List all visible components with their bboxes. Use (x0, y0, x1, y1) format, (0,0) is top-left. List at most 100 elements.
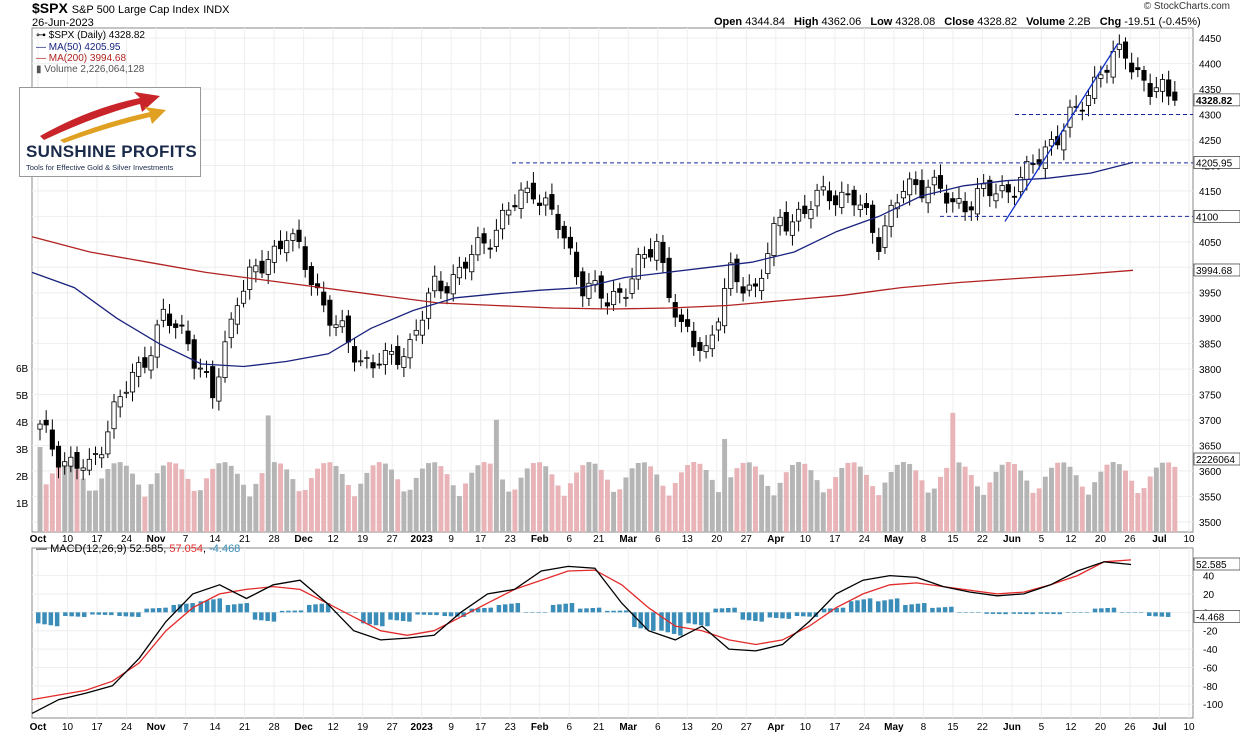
candle-body (635, 254, 641, 280)
volume-bar (86, 490, 92, 532)
volume-bar (99, 478, 105, 532)
volume-bar (191, 490, 197, 532)
candle-body (672, 302, 678, 318)
candle-body (740, 286, 746, 294)
symbol: $SPX (32, 0, 68, 16)
volume-bar (672, 483, 678, 532)
macd-histogram-bar (204, 600, 210, 613)
macd-line (31, 561, 1132, 714)
price-tag-box (1193, 263, 1240, 277)
macd-legend: — MACD(12,26,9) 52.585, 57.054, -4.468 (36, 543, 241, 555)
candle-body (734, 258, 740, 283)
macd-histogram-bar (638, 612, 643, 629)
candle-body (1166, 79, 1172, 97)
macd-histogram-bar (482, 608, 487, 613)
legend-ma50: — MA(50) 4205.95 (36, 42, 121, 53)
y-tick-label: 3550 (1199, 492, 1222, 503)
candle-body (253, 265, 259, 273)
volume-value: 2.2B (1068, 16, 1091, 28)
volume-bar (981, 494, 987, 532)
volume-bar (678, 472, 684, 532)
candle-body (913, 179, 919, 186)
macd-histogram-bar (427, 612, 433, 615)
volume-bar (123, 465, 129, 532)
candle-body (1129, 62, 1135, 73)
macd-histogram-bar (794, 612, 800, 616)
macd-histogram-bar (617, 610, 623, 613)
candle-body (876, 237, 882, 252)
macd-histogram-bar (475, 608, 481, 613)
candle-body (407, 339, 413, 359)
candle-body (438, 280, 444, 292)
volume-bar (968, 475, 974, 532)
volume-bar (975, 486, 980, 532)
candle-body (518, 189, 524, 209)
candle-body (1079, 109, 1085, 112)
volume-bar (999, 464, 1005, 532)
candle-body (907, 178, 913, 196)
x-tick-label: May (884, 534, 904, 545)
macd-histogram-bar (957, 612, 962, 613)
volume-bar (660, 485, 666, 532)
macd-value: 52.585 (129, 543, 164, 555)
x-tick-label: 17 (829, 534, 841, 545)
candle-body (222, 341, 228, 378)
price-tag-box (1193, 452, 1240, 466)
candle-body (37, 423, 43, 430)
candle-body (1067, 106, 1073, 128)
sunshine-profits-logo: SUNSHINE PROFITS Tools for Effective Gol… (19, 87, 201, 177)
candle-body (1018, 176, 1024, 193)
macd-x-tick-label: May (884, 722, 904, 733)
candle-body (1098, 74, 1104, 79)
volume-bar (1116, 464, 1122, 532)
volume-bar (364, 472, 370, 532)
macd-histogram-bar (922, 603, 927, 613)
macd-histogram-bar (1084, 612, 1090, 613)
candle-body (863, 203, 870, 209)
macd-histogram-bar (536, 612, 541, 613)
volume-bar (530, 463, 536, 532)
macd-histogram-bar (984, 612, 989, 614)
macd-histogram-bar (325, 603, 331, 613)
volume-bar (74, 469, 80, 532)
price-tag-box (1193, 156, 1240, 169)
price-tag-box (1193, 93, 1240, 107)
ma200-line (31, 236, 1134, 310)
macd-x-tick-label: Oct (30, 722, 47, 733)
volume-bar (629, 468, 635, 532)
candle-body (549, 194, 555, 210)
x-tick-label: 19 (357, 534, 369, 545)
macd-x-tick-label: 7 (183, 722, 189, 733)
volume-bar (493, 419, 499, 532)
volume-bar (549, 474, 555, 532)
macd-histogram-bar (225, 604, 231, 613)
volume-bar (167, 462, 172, 532)
macd-histogram-bar (252, 612, 258, 620)
candle-body (142, 357, 148, 368)
volume-bar (407, 489, 413, 532)
macd-histogram-bar (352, 612, 358, 613)
macd-histogram-bar (590, 608, 596, 613)
macd-histogram-bar (1038, 612, 1044, 614)
price-tag: 3994.68 (1196, 266, 1233, 277)
macd-histogram-bar (1147, 612, 1152, 616)
candle-body (1159, 79, 1166, 92)
volume-bar (752, 466, 758, 532)
candle-body (86, 458, 92, 471)
y-tick-label: 3600 (1199, 467, 1222, 478)
volume-bar (876, 495, 882, 532)
candle-body (715, 321, 721, 331)
y-tick-label: 4350 (1199, 85, 1222, 96)
candle-body (74, 452, 80, 469)
y-tick-label: 4450 (1199, 34, 1222, 45)
volume-bar (1092, 482, 1098, 532)
macd-histogram-bar (36, 612, 41, 624)
macd-histogram-bar (671, 612, 677, 634)
hist-value: -4.468 (209, 543, 241, 555)
macd-histogram-bar (876, 601, 881, 613)
candle-body (1153, 87, 1159, 92)
macd-histogram-bar (42, 612, 47, 625)
macd-tag-box (1193, 610, 1240, 623)
macd-histogram-bar (584, 608, 589, 613)
macd-histogram-bar (184, 603, 189, 613)
